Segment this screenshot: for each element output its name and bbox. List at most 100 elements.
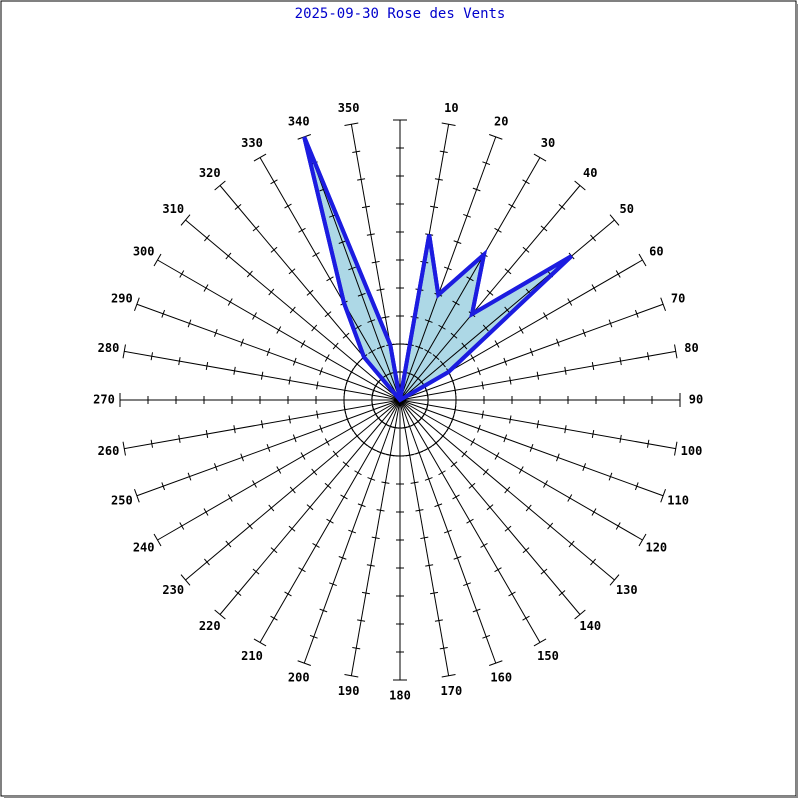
tick-mark <box>509 376 512 385</box>
tick-mark <box>525 504 532 512</box>
tick-mark <box>529 443 534 452</box>
chart-title: 2025-09-30 Rose des Vents <box>295 6 506 22</box>
tick-mark <box>260 371 264 380</box>
tick-mark <box>503 357 508 366</box>
tick-mark <box>204 558 210 566</box>
tick-mark <box>319 367 323 376</box>
tick-mark <box>609 574 620 586</box>
tick-mark <box>342 332 350 339</box>
tick-mark <box>349 424 354 432</box>
tick-mark <box>252 480 257 488</box>
tick-mark <box>366 233 375 236</box>
tick-mark <box>344 674 359 678</box>
direction-label: 120 <box>645 541 667 555</box>
tick-mark <box>345 376 350 385</box>
tick-mark <box>311 324 318 332</box>
tick-mark <box>518 466 524 474</box>
tick-mark <box>450 461 458 468</box>
tick-mark <box>205 430 209 439</box>
tick-mark <box>518 326 524 334</box>
tick-mark <box>508 203 516 209</box>
tick-mark <box>348 266 357 271</box>
tick-mark <box>410 481 419 484</box>
tick-mark <box>439 646 448 650</box>
direction-label: 10 <box>444 101 458 115</box>
tick-mark <box>567 494 573 502</box>
tick-mark <box>270 246 278 253</box>
tick-mark <box>357 503 366 508</box>
direction-label: 130 <box>616 583 638 597</box>
tick-mark <box>432 439 440 446</box>
direction-label: 30 <box>541 136 555 150</box>
tick-mark <box>268 504 275 512</box>
tick-mark <box>567 298 573 306</box>
tick-mark <box>461 342 468 350</box>
direction-label: 150 <box>537 649 559 663</box>
tick-mark <box>343 405 347 414</box>
tick-mark <box>204 234 210 242</box>
direction-label: 340 <box>288 114 310 128</box>
tick-mark <box>489 134 503 140</box>
tick-mark <box>452 300 460 306</box>
tick-mark <box>564 366 567 375</box>
tick-mark <box>298 227 306 233</box>
tick-mark <box>430 205 439 209</box>
tick-mark <box>558 204 566 210</box>
tick-mark <box>234 590 242 596</box>
tick-mark <box>438 324 446 330</box>
tick-mark <box>342 461 350 468</box>
tick-mark <box>608 319 613 328</box>
tick-mark <box>338 556 347 560</box>
tick-mark <box>252 312 257 320</box>
direction-label: 140 <box>579 619 601 633</box>
tick-mark <box>468 482 476 489</box>
tick-mark <box>371 536 380 540</box>
tick-mark <box>276 326 282 334</box>
tick-mark <box>482 634 491 639</box>
tick-mark <box>477 424 481 433</box>
tick-mark <box>482 324 489 332</box>
tick-mark <box>253 153 267 162</box>
direction-label: 90 <box>689 393 703 407</box>
tick-mark <box>284 203 292 209</box>
tick-mark <box>430 591 439 595</box>
tick-mark <box>178 434 181 443</box>
tick-mark <box>463 213 471 218</box>
tick-mark <box>634 482 639 491</box>
tick-mark <box>494 567 502 573</box>
tick-mark <box>522 179 530 185</box>
tick-mark <box>674 344 678 359</box>
tick-mark <box>591 361 595 370</box>
tick-mark <box>438 470 446 476</box>
tick-mark <box>376 288 385 291</box>
direction-label: 190 <box>338 684 360 698</box>
tick-mark <box>300 452 306 460</box>
tick-mark <box>366 564 375 567</box>
tick-mark <box>508 591 516 597</box>
tick-mark <box>214 609 226 620</box>
tick-mark <box>609 214 620 226</box>
tick-mark <box>357 292 366 297</box>
tick-mark <box>260 420 264 429</box>
tick-mark <box>326 276 334 282</box>
tick-mark <box>619 434 622 443</box>
tick-mark <box>574 180 586 191</box>
tick-mark <box>309 634 318 639</box>
tick-mark <box>450 332 458 339</box>
tick-mark <box>441 674 456 678</box>
direction-label: 220 <box>199 619 221 633</box>
tick-mark <box>361 591 370 595</box>
direction-label: 60 <box>649 245 663 259</box>
tick-mark <box>270 615 278 621</box>
tick-mark <box>332 450 339 458</box>
tick-mark <box>233 425 236 434</box>
tick-mark <box>376 345 385 350</box>
tick-mark <box>425 564 434 567</box>
tick-mark <box>472 187 481 192</box>
tick-mark <box>343 386 347 395</box>
tick-mark <box>367 319 376 323</box>
tick-mark <box>266 348 271 357</box>
tick-mark <box>312 543 320 548</box>
tick-mark <box>134 297 140 311</box>
tick-mark <box>556 338 560 347</box>
